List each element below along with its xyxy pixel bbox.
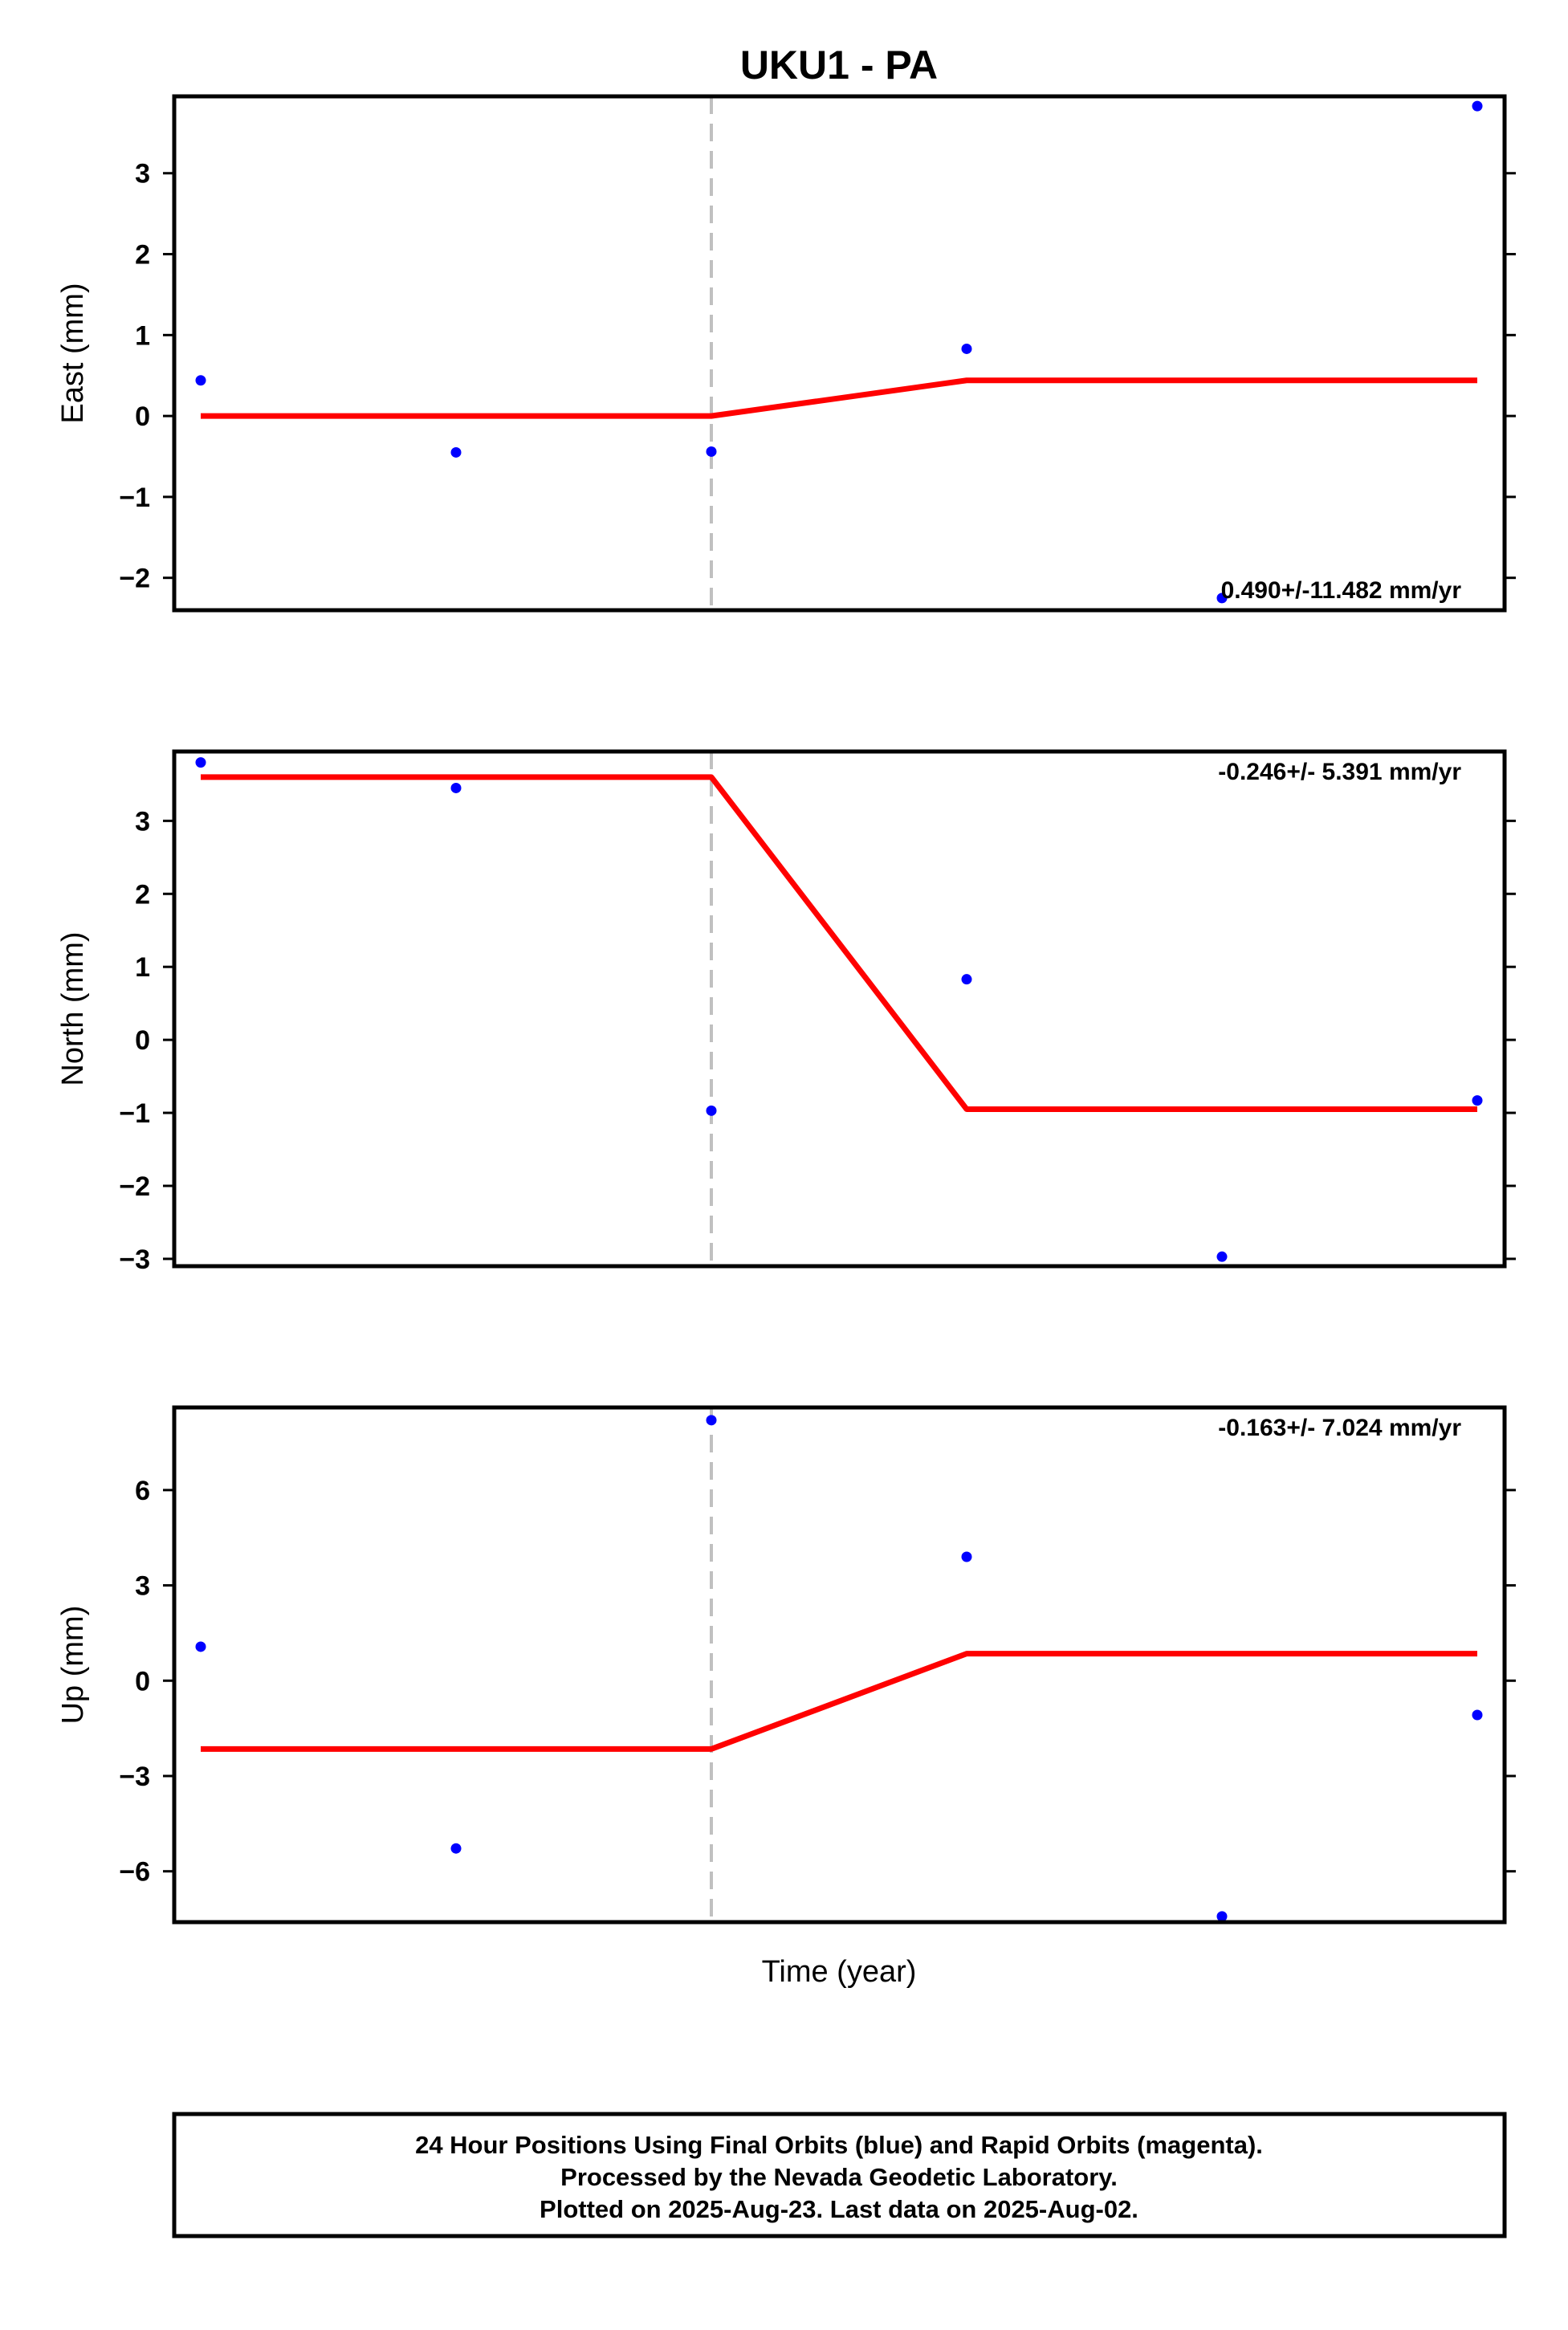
north-ytick-label: −1 — [119, 1098, 150, 1129]
footer-frame — [172, 2112, 1507, 2238]
east-model-line — [201, 377, 1477, 419]
east-ytick-label: −1 — [119, 483, 150, 513]
east-y-axis-label: East (mm) — [56, 283, 90, 423]
east-data-point — [961, 343, 972, 354]
up-panel: −6 −3 0 3 6 Up (mm) -0.163+/- 7.024 mm/yr — [56, 1405, 1516, 1925]
north-ytick-label: 2 — [135, 879, 150, 910]
east-ytick-label: 1 — [135, 320, 150, 351]
north-data-point — [195, 757, 206, 768]
east-ytick-label: 3 — [135, 159, 150, 189]
up-data-point — [1216, 1911, 1228, 1922]
north-ytick-label: 1 — [135, 952, 150, 983]
up-data-point — [961, 1551, 972, 1562]
up-ytick-label: 6 — [135, 1476, 150, 1506]
north-panel: −3 −2 −1 0 1 2 3 North (mm) -0.246+/- 5.391 mm/y… — [56, 749, 1516, 1275]
up-model-line — [201, 1651, 1477, 1752]
north-rate-label: -0.246+/- 5.391 mm/yr — [1218, 759, 1461, 785]
up-rate-label: -0.163+/- 7.024 mm/yr — [1218, 1415, 1461, 1441]
north-ytick-label: 0 — [135, 1025, 150, 1056]
east-ytick-label: 2 — [135, 240, 150, 271]
east-data-point — [450, 446, 462, 458]
north-y-axis-label: North (mm) — [56, 931, 90, 1086]
north-ytick-label: 3 — [135, 806, 150, 837]
up-data-point — [450, 1843, 462, 1854]
east-ytick-label: −2 — [119, 564, 150, 594]
footer-line-1: 24 Hour Positions Using Final Orbits (bl… — [415, 2131, 1263, 2159]
up-frame — [172, 1405, 1507, 1925]
up-ytick-label: −3 — [119, 1762, 150, 1792]
north-data-point — [1216, 1251, 1228, 1262]
up-y-axis-label: Up (mm) — [56, 1606, 90, 1725]
footer-box: 24 Hour Positions Using Final Orbits (bl… — [172, 2112, 1507, 2238]
east-data-point — [1472, 100, 1483, 112]
north-data-point — [961, 974, 972, 985]
x-axis-label: Time (year) — [762, 1955, 917, 1989]
north-frame — [172, 749, 1507, 1269]
north-data-point — [1472, 1095, 1483, 1106]
east-ytick-label: 0 — [135, 401, 150, 432]
north-data-point — [450, 782, 462, 793]
east-data-point — [706, 446, 717, 457]
footer-line-2: Processed by the Nevada Geodetic Laborat… — [560, 2163, 1118, 2191]
east-rate-label: 0.490+/-11.482 mm/yr — [1221, 577, 1462, 604]
up-ytick-label: −6 — [119, 1857, 150, 1888]
east-panel: −2 −1 0 1 2 3 East (mm) 0.490+/-11.482 mm/yr — [56, 94, 1516, 613]
north-ytick-label: −2 — [119, 1171, 150, 1202]
north-model-line — [201, 774, 1477, 1113]
east-data-point — [1216, 593, 1228, 604]
up-ytick-label: 3 — [135, 1571, 150, 1602]
up-data-point — [706, 1415, 717, 1426]
up-data-point — [1472, 1709, 1483, 1721]
chart-title: UKU1 - PA — [740, 43, 938, 88]
north-ytick-label: −3 — [119, 1244, 150, 1275]
footer-line-3: Plotted on 2025-Aug-23. Last data on 202… — [540, 2195, 1138, 2223]
north-data-point — [706, 1105, 717, 1116]
east-data-point — [195, 375, 206, 386]
up-data-point — [195, 1641, 206, 1652]
up-ytick-label: 0 — [135, 1666, 150, 1697]
east-frame — [172, 94, 1507, 613]
